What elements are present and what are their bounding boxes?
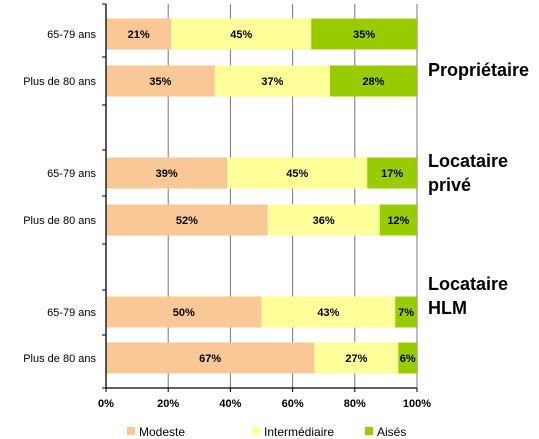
bar-segment-modeste	[106, 157, 228, 189]
data-label: 27%	[345, 353, 367, 365]
bar-segment-interm-diaire	[227, 157, 368, 189]
bar-segment-interm-diaire	[261, 296, 396, 328]
bar-segment-ais-s	[311, 18, 417, 50]
data-label: 45%	[230, 29, 252, 41]
bar-segment-interm-diaire	[171, 18, 312, 50]
legend-item: Aisés	[365, 425, 406, 439]
bar-segment-modeste	[106, 296, 262, 328]
legend-item: Modeste	[127, 425, 185, 439]
bar-segment-ais-s	[395, 296, 417, 328]
bar-segment-interm-diaire	[314, 342, 399, 374]
data-label: 37%	[261, 76, 283, 88]
bar-segment-ais-s	[329, 65, 417, 97]
category-label: Plus de 80 ans	[23, 353, 96, 365]
x-tick-labels: 0% 20% 40% 60% 80% 100%	[98, 398, 431, 410]
x-tick-label: 20%	[157, 398, 179, 410]
legend-swatch	[365, 427, 373, 435]
legend-label: Modeste	[139, 425, 185, 439]
data-label: 45%	[286, 168, 308, 180]
group-label: Locataire privé	[428, 151, 508, 195]
legend-item: Intermédiaire	[252, 425, 334, 439]
group-label: Locataire HLM	[428, 274, 508, 318]
category-label: 65-79 ans	[47, 307, 96, 319]
data-label: 43%	[317, 307, 339, 319]
bar-segment-interm-diaire	[214, 65, 330, 97]
data-label: 36%	[313, 215, 335, 227]
legend: Modeste Intermédiaire Aisés	[127, 425, 406, 439]
bar-segment-modeste	[106, 342, 315, 374]
bar-segment-modeste	[106, 204, 268, 236]
data-label: 12%	[387, 215, 409, 227]
bar-segment-modeste	[106, 18, 172, 50]
group-label: Propriétaire	[428, 60, 529, 80]
data-label: 67%	[199, 353, 221, 365]
category-label: 65-79 ans	[47, 29, 96, 41]
data-label: 17%	[381, 168, 403, 180]
x-tick-label: 0%	[98, 398, 114, 410]
category-labels: 65-79 ans Plus de 80 ans 65-79 ans Plus de …	[23, 29, 96, 365]
axes	[102, 3, 418, 392]
bar-segment-ais-s	[398, 342, 417, 374]
bar-segment-ais-s	[379, 204, 417, 236]
data-label: 6%	[400, 353, 416, 365]
data-label: 52%	[176, 215, 198, 227]
legend-swatch	[127, 427, 135, 435]
data-label: 39%	[156, 168, 178, 180]
x-tick-label: 100%	[403, 398, 431, 410]
category-label: Plus de 80 ans	[23, 215, 96, 227]
data-label: 7%	[398, 307, 414, 319]
x-tick-label: 60%	[282, 398, 304, 410]
bar-segment-ais-s	[367, 157, 417, 189]
x-tick-label: 40%	[219, 398, 241, 410]
legend-label: Intermédiaire	[264, 425, 334, 439]
legend-swatch	[252, 427, 260, 435]
bars: 21% 45% 35% 35% 37% 28% 39% 45% 17% 52% 36% 12% 50% 4…	[106, 18, 417, 374]
x-tick-label: 80%	[344, 398, 366, 410]
category-label: Plus de 80 ans	[23, 76, 96, 88]
group-labels: Propriétaire Locataire privé Locataire HLM	[428, 60, 529, 318]
data-label: 35%	[353, 29, 375, 41]
legend-label: Aisés	[377, 425, 406, 439]
bar-segment-interm-diaire	[267, 204, 380, 236]
data-label: 28%	[362, 76, 384, 88]
data-label: 50%	[173, 307, 195, 319]
bar-segment-modeste	[106, 65, 215, 97]
data-label: 21%	[128, 29, 150, 41]
gridlines	[167, 4, 418, 388]
category-label: 65-79 ans	[47, 168, 96, 180]
data-label: 35%	[149, 76, 171, 88]
